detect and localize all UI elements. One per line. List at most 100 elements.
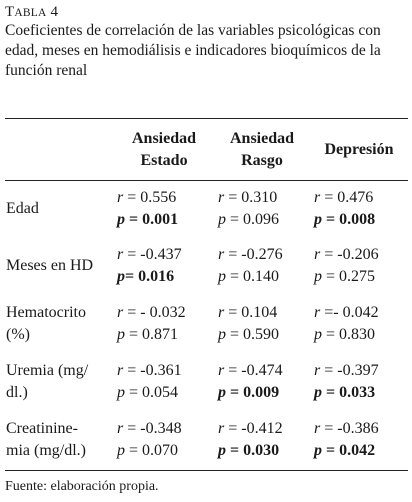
- r-symbol: r: [314, 420, 321, 437]
- header-col2-line1: Ansiedad: [229, 130, 295, 147]
- r-value: r = -0.397: [314, 360, 379, 382]
- p-value: p = 0.140: [218, 266, 279, 288]
- table-label-rest: ABLA: [14, 7, 47, 19]
- r-symbol: r: [117, 246, 124, 263]
- row-label-line: Hematocrito: [6, 304, 86, 321]
- header-ansiedad-estado: Ansiedad Estado: [118, 128, 210, 172]
- r-value: r = 0.556: [117, 187, 176, 209]
- r-value: r = 0.476: [314, 187, 373, 209]
- r-symbol: r: [314, 362, 321, 379]
- r-value: r = -0.412: [218, 418, 283, 440]
- header-ansiedad-rasgo: Ansiedad Rasgo: [216, 128, 308, 172]
- row-label: Edad: [6, 198, 39, 220]
- p-symbol: p: [117, 211, 125, 228]
- r-number: = 0.556: [123, 189, 177, 206]
- p-symbol: p: [117, 268, 125, 285]
- r-value: r = -0.474: [218, 360, 283, 382]
- header-col2-line2: Rasgo: [241, 152, 283, 169]
- r-value: r = 0.310: [218, 187, 277, 209]
- table-source: Fuente: elaboración propia.: [5, 479, 159, 494]
- p-number: = 0.001: [125, 211, 179, 228]
- header-col3: Depresión: [324, 141, 394, 158]
- p-value: p = 0.009: [218, 382, 279, 404]
- p-value: p = 0.008: [314, 209, 375, 231]
- r-number: = -0.276: [224, 246, 283, 263]
- row-label-line: dl.): [6, 384, 28, 401]
- r-symbol: r: [314, 304, 321, 321]
- p-value: p= 0.016: [117, 266, 174, 288]
- r-number: = -0.412: [224, 420, 283, 437]
- r-value: r = - 0.032: [117, 302, 186, 324]
- p-number: = 0.871: [125, 326, 179, 343]
- r-symbol: r: [117, 420, 124, 437]
- row-label-line: Uremia (mg/: [6, 362, 89, 379]
- p-value: p = 0.871: [117, 324, 178, 346]
- p-symbol: p: [314, 268, 322, 285]
- r-value: r = -0.361: [117, 360, 182, 382]
- p-symbol: p: [117, 442, 125, 459]
- p-value: p = 0.590: [218, 324, 279, 346]
- row-label: Meses en HD: [6, 255, 93, 277]
- p-value: p = 0.830: [314, 324, 375, 346]
- r-number: = -0.206: [320, 246, 379, 263]
- p-symbol: p: [314, 211, 322, 228]
- r-symbol: r: [117, 304, 124, 321]
- bottom-rule: [5, 470, 408, 471]
- r-value: r = -0.348: [117, 418, 182, 440]
- p-number: = 0.008: [322, 211, 376, 228]
- p-symbol: p: [117, 384, 125, 401]
- p-value: p = 0.054: [117, 382, 178, 404]
- r-value: r = -0.386: [314, 418, 379, 440]
- r-number: = 0.104: [224, 304, 278, 321]
- r-symbol: r: [218, 362, 225, 379]
- p-symbol: p: [314, 326, 322, 343]
- r-symbol: r: [117, 189, 124, 206]
- p-symbol: p: [218, 442, 226, 459]
- p-symbol: p: [218, 326, 226, 343]
- r-symbol: r: [218, 304, 225, 321]
- p-symbol: p: [314, 442, 322, 459]
- p-number: = 0.590: [226, 326, 280, 343]
- row-label: Creatinine-mia (mg/dl.): [6, 418, 86, 462]
- r-number: = -0.386: [320, 420, 379, 437]
- p-value: p = 0.030: [218, 440, 279, 462]
- header-col1-line1: Ansiedad: [131, 130, 197, 147]
- header-col1-line2: Estado: [140, 152, 188, 169]
- header-depresion: Depresión: [312, 139, 406, 161]
- r-number: =- 0.042: [320, 304, 379, 321]
- p-number: = 0.042: [322, 442, 376, 459]
- p-value: p = 0.096: [218, 209, 279, 231]
- r-symbol: r: [218, 189, 225, 206]
- row-label-line: (%): [6, 326, 30, 343]
- p-number: = 0.830: [322, 326, 376, 343]
- r-value: r = -0.437: [117, 244, 182, 266]
- p-symbol: p: [218, 384, 226, 401]
- p-value: p = 0.275: [314, 266, 375, 288]
- p-value: p = 0.033: [314, 382, 375, 404]
- r-symbol: r: [314, 246, 321, 263]
- p-symbol: p: [314, 384, 322, 401]
- top-rule: [5, 118, 408, 119]
- p-value: p = 0.001: [117, 209, 178, 231]
- p-number: = 0.054: [125, 384, 179, 401]
- row-label-line: Meses en HD: [6, 257, 94, 274]
- r-number: = -0.361: [123, 362, 182, 379]
- r-number: = -0.397: [320, 362, 379, 379]
- r-number: = -0.348: [123, 420, 182, 437]
- p-number: = 0.016: [125, 268, 175, 285]
- p-number: = 0.033: [322, 384, 376, 401]
- p-value: p = 0.070: [117, 440, 178, 462]
- r-value: r = 0.104: [218, 302, 277, 324]
- p-value: p = 0.042: [314, 440, 375, 462]
- row-label-line: Creatinine-: [6, 420, 78, 437]
- r-symbol: r: [314, 189, 321, 206]
- p-symbol: p: [218, 268, 226, 285]
- p-symbol: p: [117, 326, 125, 343]
- p-number: = 0.275: [322, 268, 376, 285]
- table-label: TABLA 4: [5, 3, 58, 22]
- r-symbol: r: [218, 420, 225, 437]
- p-symbol: p: [218, 211, 226, 228]
- row-label-line: mia (mg/dl.): [6, 442, 86, 459]
- p-number: = 0.030: [226, 442, 280, 459]
- p-number: = 0.096: [226, 211, 280, 228]
